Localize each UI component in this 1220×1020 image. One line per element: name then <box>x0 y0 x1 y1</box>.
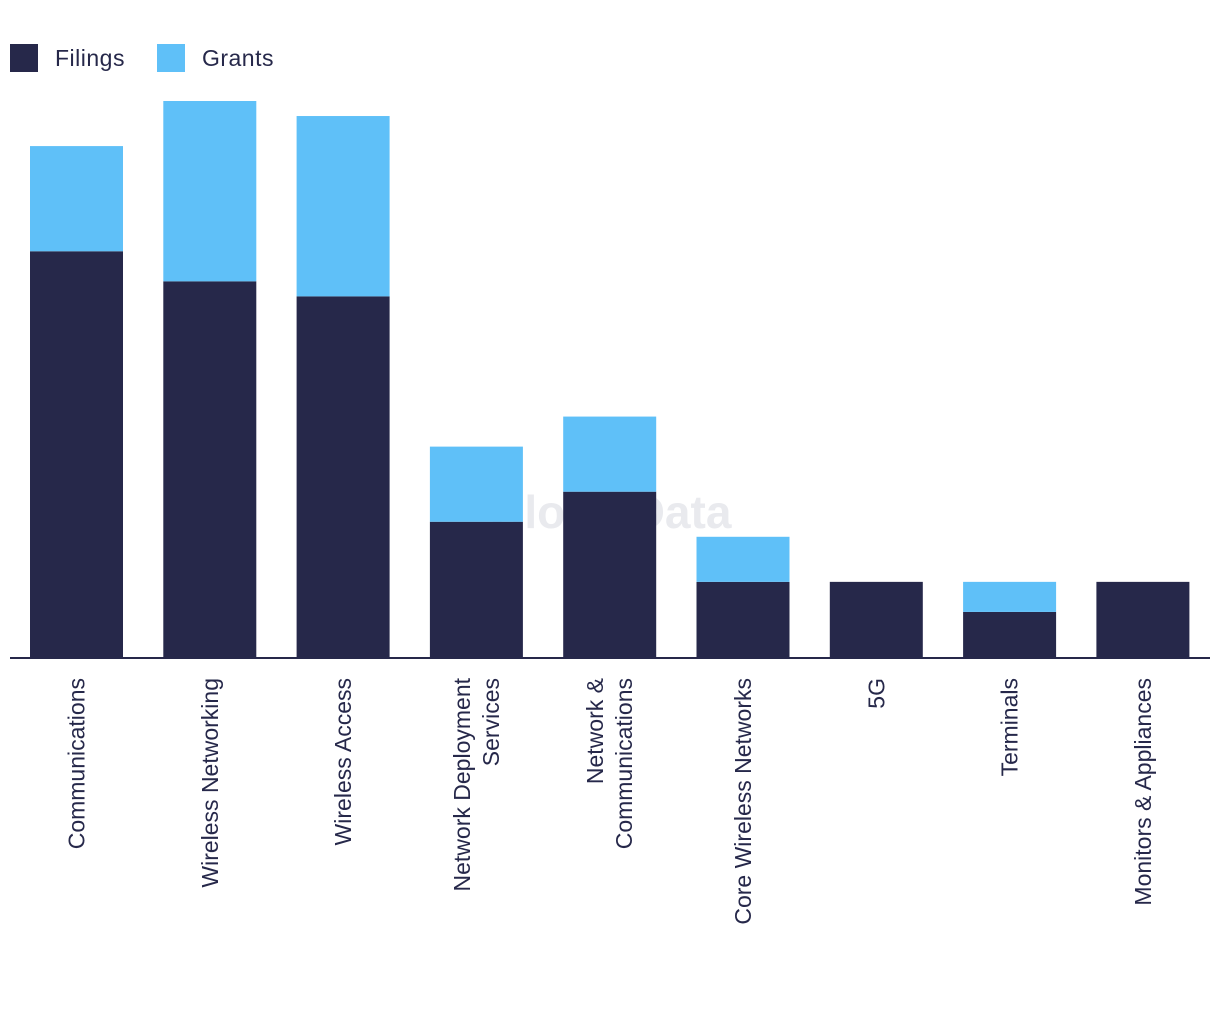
bar-grants-5 <box>696 536 790 582</box>
bar-filings-6 <box>829 581 923 657</box>
x-axis-labels: Communications Wireless Networking Wireles… <box>64 677 1156 924</box>
x-tick-label-0: Communications <box>64 678 90 849</box>
legend-item-grants: Grants <box>156 44 274 72</box>
x-tick-label-8: Monitors & Appliances <box>1130 678 1156 906</box>
x-tick-label-2: Wireless Access <box>330 678 356 845</box>
legend-swatch-grants <box>156 44 185 72</box>
x-tick-label-1: Wireless Networking <box>197 678 223 888</box>
bar-filings-5 <box>696 581 790 657</box>
bar-grants-3 <box>429 446 523 522</box>
legend-swatch-filings <box>10 44 38 72</box>
bar-grants-0 <box>30 146 123 252</box>
x-tick-label-7: Terminals <box>997 678 1023 776</box>
bar-filings-2 <box>296 296 390 657</box>
bar-filings-1 <box>163 281 257 657</box>
legend-item-filings: Filings <box>10 44 125 72</box>
bar-grants-7 <box>963 581 1057 612</box>
bar-filings-0 <box>30 251 123 657</box>
bar-grants-2 <box>296 116 390 297</box>
x-tick-label-4: Network & Communications <box>582 678 637 849</box>
bars-group <box>30 101 1190 657</box>
bar-filings-4 <box>563 491 657 657</box>
bar-filings-8 <box>1096 581 1190 657</box>
x-tick-label-5: Core Wireless Networks <box>730 678 756 925</box>
legend-label-filings: Filings <box>55 44 125 71</box>
x-tick-label-3: Network Deployment Services <box>449 677 504 891</box>
bar-grants-4 <box>563 416 657 492</box>
bar-filings-3 <box>429 521 523 657</box>
legend: Filings Grants <box>10 44 306 72</box>
bar-grants-1 <box>163 101 257 282</box>
legend-label-grants: Grants <box>201 44 274 71</box>
x-tick-label-6: 5G <box>863 678 889 709</box>
bar-filings-7 <box>963 611 1057 657</box>
